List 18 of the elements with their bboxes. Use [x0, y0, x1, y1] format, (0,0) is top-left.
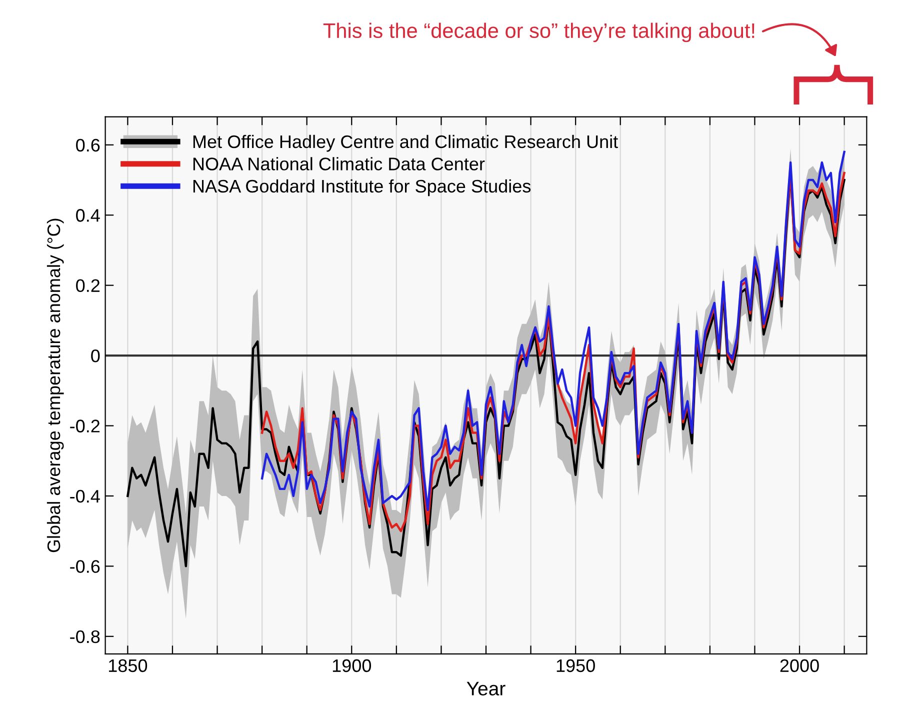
x-axis-title: Year	[466, 682, 506, 696]
x-tick-label: 2000	[780, 659, 819, 672]
y-tick-label: -0.2	[70, 420, 100, 432]
y-tick-label: 0.4	[76, 209, 100, 222]
x-tick-label: 1950	[556, 659, 595, 672]
y-tick-label: -0.8	[70, 630, 100, 644]
y-axis-title: Global average temperature anomaly (°C)	[46, 218, 64, 552]
legend-label: Met Office Hadley Centre and Climatic Research Unit	[193, 134, 618, 152]
text: This is the “decade or so” they’re talking about!	[323, 22, 754, 42]
y-tick-label: 0.6	[76, 138, 100, 152]
y-tick-label: -0.6	[70, 560, 100, 573]
x-tick-label: 1900	[332, 659, 372, 672]
y-tick-label: -0.4	[70, 490, 100, 503]
y-tick-label: 0	[91, 349, 100, 362]
x-tick-label: 1850	[108, 659, 148, 672]
legend-label: NOAA National Climatic Data Center	[193, 157, 485, 170]
legend-label: NASA Goddard Institute for Space Studies	[193, 179, 531, 196]
y-tick-label: 0.2	[76, 279, 100, 292]
